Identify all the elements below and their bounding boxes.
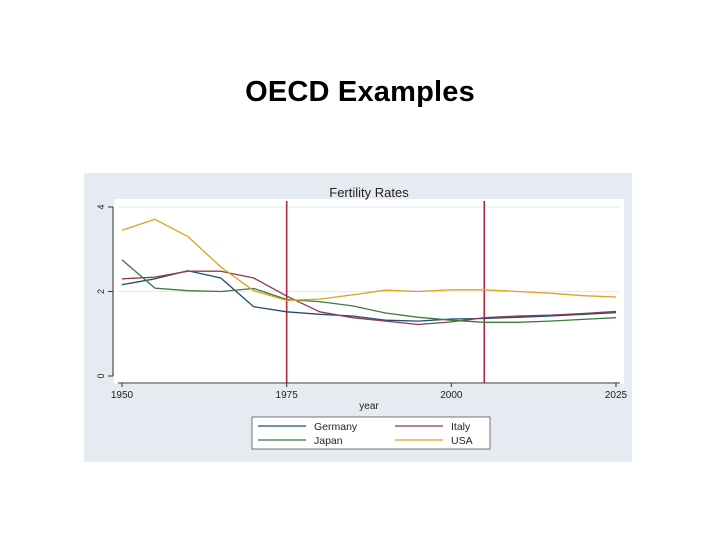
x-tick-label: 1950 <box>111 390 134 401</box>
y-tick-label: 2 <box>96 289 106 294</box>
legend: Germany Italy Japan USA <box>251 416 491 450</box>
legend-label: Germany <box>314 421 358 433</box>
legend-label: Italy <box>451 421 471 433</box>
reference-lines <box>285 201 486 383</box>
series-lines <box>121 218 617 326</box>
series-line-italy <box>121 270 617 326</box>
series-line-germany <box>121 270 617 322</box>
chart-svg: Fertility Rates 0 2 4 1950 1975 2000 2025 year… <box>84 173 632 462</box>
x-tick-label: 1975 <box>276 390 299 401</box>
y-tick-label: 4 <box>96 204 106 209</box>
axes: 0 2 4 1950 1975 2000 2025 <box>96 204 628 401</box>
chart: Fertility Rates 0 2 4 1950 1975 2000 2025 year… <box>84 173 632 462</box>
legend-box <box>251 416 491 450</box>
legend-label: Japan <box>314 435 343 447</box>
x-tick-label: 2000 <box>440 390 463 401</box>
chart-title: Fertility Rates <box>329 185 409 200</box>
legend-label: USA <box>451 435 473 447</box>
series-line-japan <box>121 259 617 323</box>
slide-title: OECD Examples <box>245 76 475 108</box>
x-tick-label: 2025 <box>605 390 628 401</box>
series-line-usa <box>121 218 617 302</box>
y-tick-label: 0 <box>96 373 106 378</box>
x-axis-label: year <box>359 401 379 412</box>
